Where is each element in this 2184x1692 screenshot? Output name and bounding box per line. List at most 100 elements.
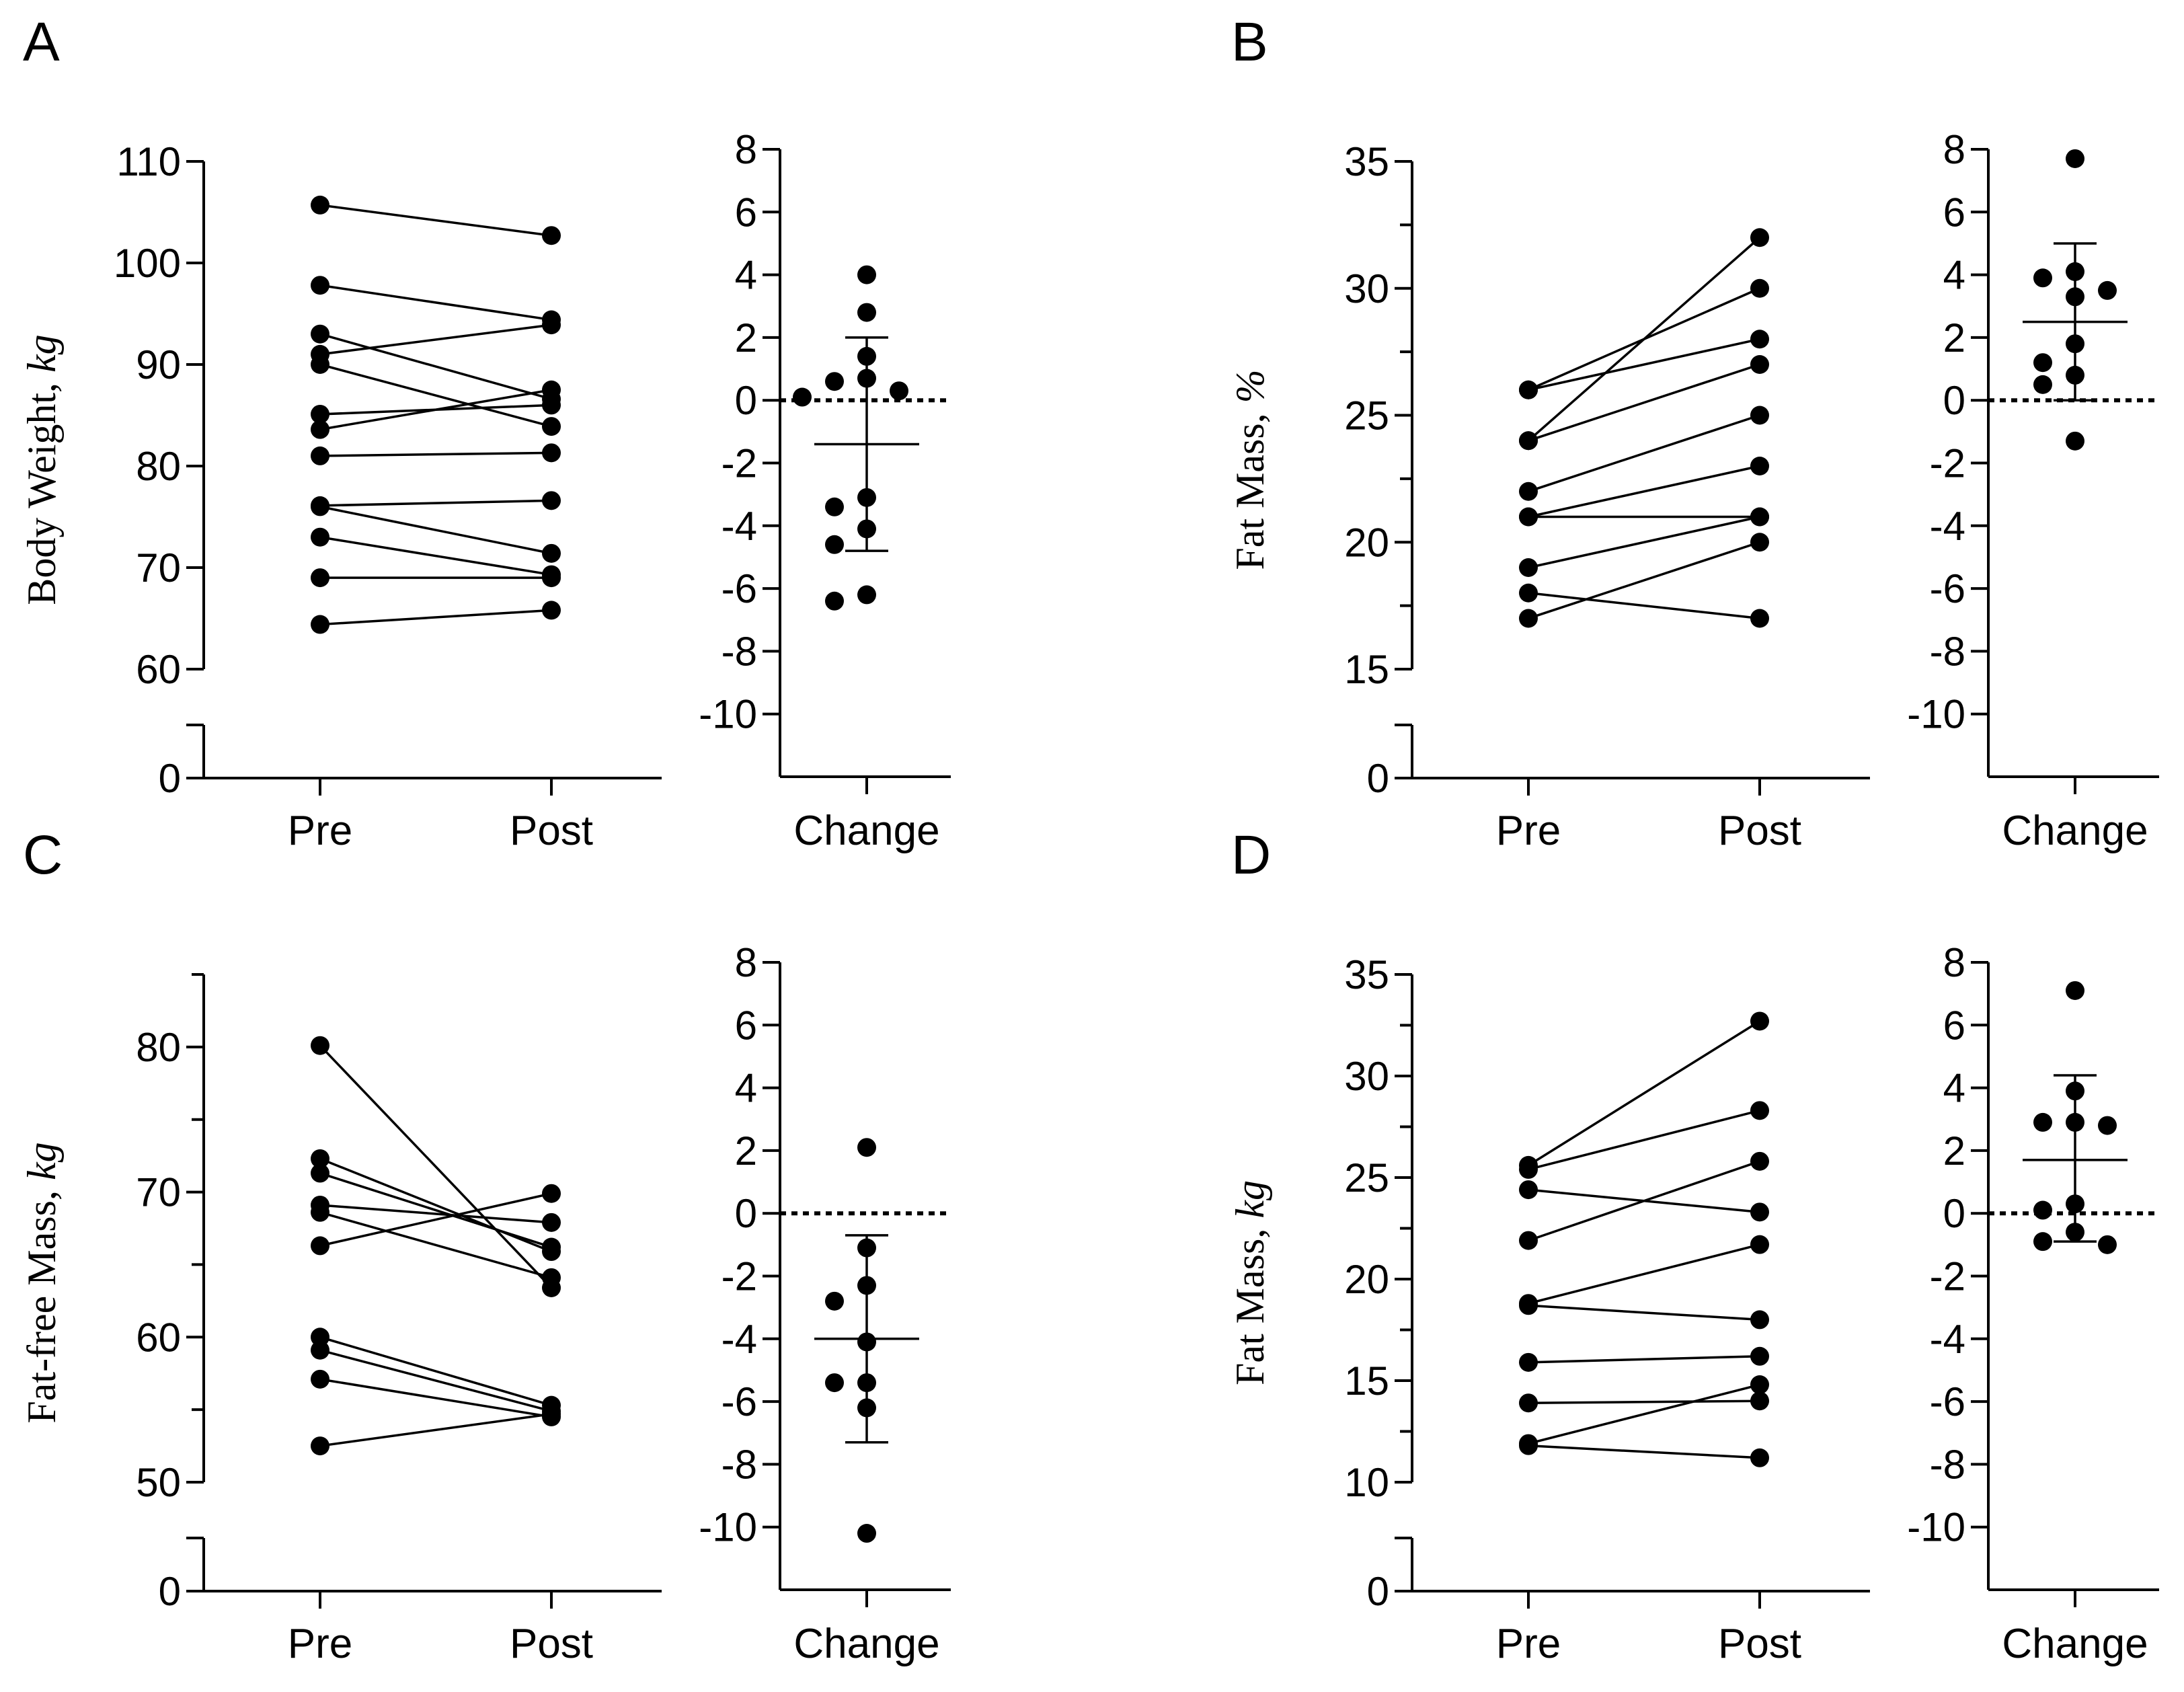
post-point bbox=[1750, 330, 1769, 349]
category-label-change: Change bbox=[2002, 808, 2148, 854]
category-label-change: Change bbox=[793, 808, 939, 854]
subject-line bbox=[319, 1171, 552, 1249]
subject-line bbox=[319, 451, 552, 457]
change-y-tick-label: -6 bbox=[722, 1379, 757, 1424]
change-point bbox=[825, 535, 844, 554]
y-axis-label: Body Weight, kg bbox=[20, 334, 64, 605]
y-tick-label: 25 bbox=[1344, 1155, 1389, 1200]
y-tick-label: 50 bbox=[136, 1460, 181, 1505]
y-tick-label: 30 bbox=[1344, 1054, 1389, 1099]
change-point bbox=[825, 1291, 844, 1311]
post-point bbox=[542, 543, 561, 563]
y-tick-label: 0 bbox=[1367, 756, 1389, 801]
y-axis-label-text: Fat-free Mass, bbox=[20, 1180, 64, 1424]
change-point bbox=[825, 372, 844, 391]
subject-line bbox=[319, 363, 552, 428]
category-label-change: Change bbox=[2002, 1621, 2148, 1667]
y-tick-label: 15 bbox=[1344, 647, 1389, 692]
post-point bbox=[1750, 228, 1769, 247]
change-point bbox=[793, 387, 812, 407]
y-tick-label: 25 bbox=[1344, 393, 1389, 438]
y-axis-label-unit: kg bbox=[1228, 1180, 1272, 1219]
subject-line bbox=[1528, 338, 1760, 391]
change-point bbox=[857, 303, 876, 322]
panel-letter: B bbox=[1231, 11, 1268, 73]
change-point bbox=[2066, 1223, 2084, 1242]
category-label-post: Post bbox=[1718, 808, 1801, 854]
subject-line bbox=[319, 1211, 552, 1279]
change-y-tick-label: 8 bbox=[1943, 127, 1965, 172]
category-label-pre: Pre bbox=[1496, 1621, 1561, 1667]
subject-line bbox=[1528, 465, 1760, 518]
change-y-tick-label: -4 bbox=[722, 504, 757, 549]
category-label-pre: Pre bbox=[1496, 808, 1561, 854]
pre-point bbox=[311, 1202, 329, 1222]
change-point bbox=[857, 1524, 876, 1543]
subject-line bbox=[319, 1412, 552, 1447]
subject-line bbox=[319, 499, 552, 507]
category-label-pre: Pre bbox=[288, 808, 352, 854]
y-axis-label-text: Body Weight, bbox=[20, 373, 64, 605]
change-point bbox=[2066, 334, 2084, 354]
change-y-tick-label: 8 bbox=[735, 940, 757, 985]
change-y-tick-label: -8 bbox=[722, 629, 757, 674]
category-label-post: Post bbox=[510, 808, 593, 854]
change-y-tick-label: -2 bbox=[722, 441, 757, 486]
change-point bbox=[857, 1398, 876, 1418]
pre-point bbox=[311, 276, 329, 295]
subject-line bbox=[319, 389, 552, 431]
post-point bbox=[1750, 1391, 1769, 1411]
post-point bbox=[542, 1404, 561, 1424]
post-point bbox=[542, 1184, 561, 1203]
change-point bbox=[857, 519, 876, 539]
post-point bbox=[542, 380, 561, 399]
change-point bbox=[857, 488, 876, 507]
pre-point bbox=[311, 1149, 329, 1168]
change-point bbox=[2066, 149, 2084, 168]
post-point bbox=[1750, 1375, 1769, 1395]
change-point bbox=[2033, 1112, 2052, 1132]
pre-point bbox=[311, 1236, 329, 1256]
y-axis-label-unit: % bbox=[1228, 369, 1272, 403]
pre-point bbox=[311, 324, 329, 344]
subject-line bbox=[319, 204, 552, 237]
y-tick-label: 35 bbox=[1344, 139, 1389, 184]
pre-point bbox=[1519, 380, 1538, 399]
subject-line bbox=[1528, 414, 1760, 493]
change-y-tick-label: 0 bbox=[1943, 378, 1965, 423]
change-y-tick-label: 6 bbox=[1943, 1003, 1965, 1048]
change-point bbox=[2098, 280, 2117, 300]
pre-point bbox=[1519, 1436, 1538, 1455]
subject-line bbox=[319, 1378, 552, 1418]
pre-point bbox=[1519, 1393, 1538, 1413]
y-tick-label: 80 bbox=[136, 1025, 181, 1070]
post-point bbox=[542, 491, 561, 510]
change-point bbox=[2066, 287, 2084, 307]
subject-line bbox=[1528, 1399, 1760, 1404]
post-point bbox=[1750, 533, 1769, 552]
change-point bbox=[857, 1138, 876, 1157]
category-label-post: Post bbox=[510, 1621, 593, 1667]
change-point bbox=[825, 591, 844, 611]
change-point bbox=[857, 1276, 876, 1295]
y-tick-label: 100 bbox=[114, 241, 181, 286]
change-y-tick-label: 8 bbox=[1943, 940, 1965, 985]
pre-point bbox=[311, 568, 329, 588]
pre-point bbox=[311, 195, 329, 215]
change-point bbox=[2033, 375, 2052, 394]
subject-line bbox=[319, 609, 552, 626]
change-y-tick-label: -6 bbox=[1930, 1379, 1965, 1424]
change-point bbox=[857, 369, 876, 388]
pre-point bbox=[1519, 609, 1538, 628]
post-point bbox=[542, 417, 561, 436]
post-point bbox=[542, 226, 561, 245]
post-point bbox=[1750, 355, 1769, 374]
post-point bbox=[1750, 1101, 1769, 1120]
y-tick-label: 60 bbox=[136, 1315, 181, 1360]
post-point bbox=[1750, 1151, 1769, 1171]
change-point bbox=[2033, 353, 2052, 373]
subject-line bbox=[1528, 1383, 1760, 1445]
change-y-tick-label: 2 bbox=[1943, 315, 1965, 360]
